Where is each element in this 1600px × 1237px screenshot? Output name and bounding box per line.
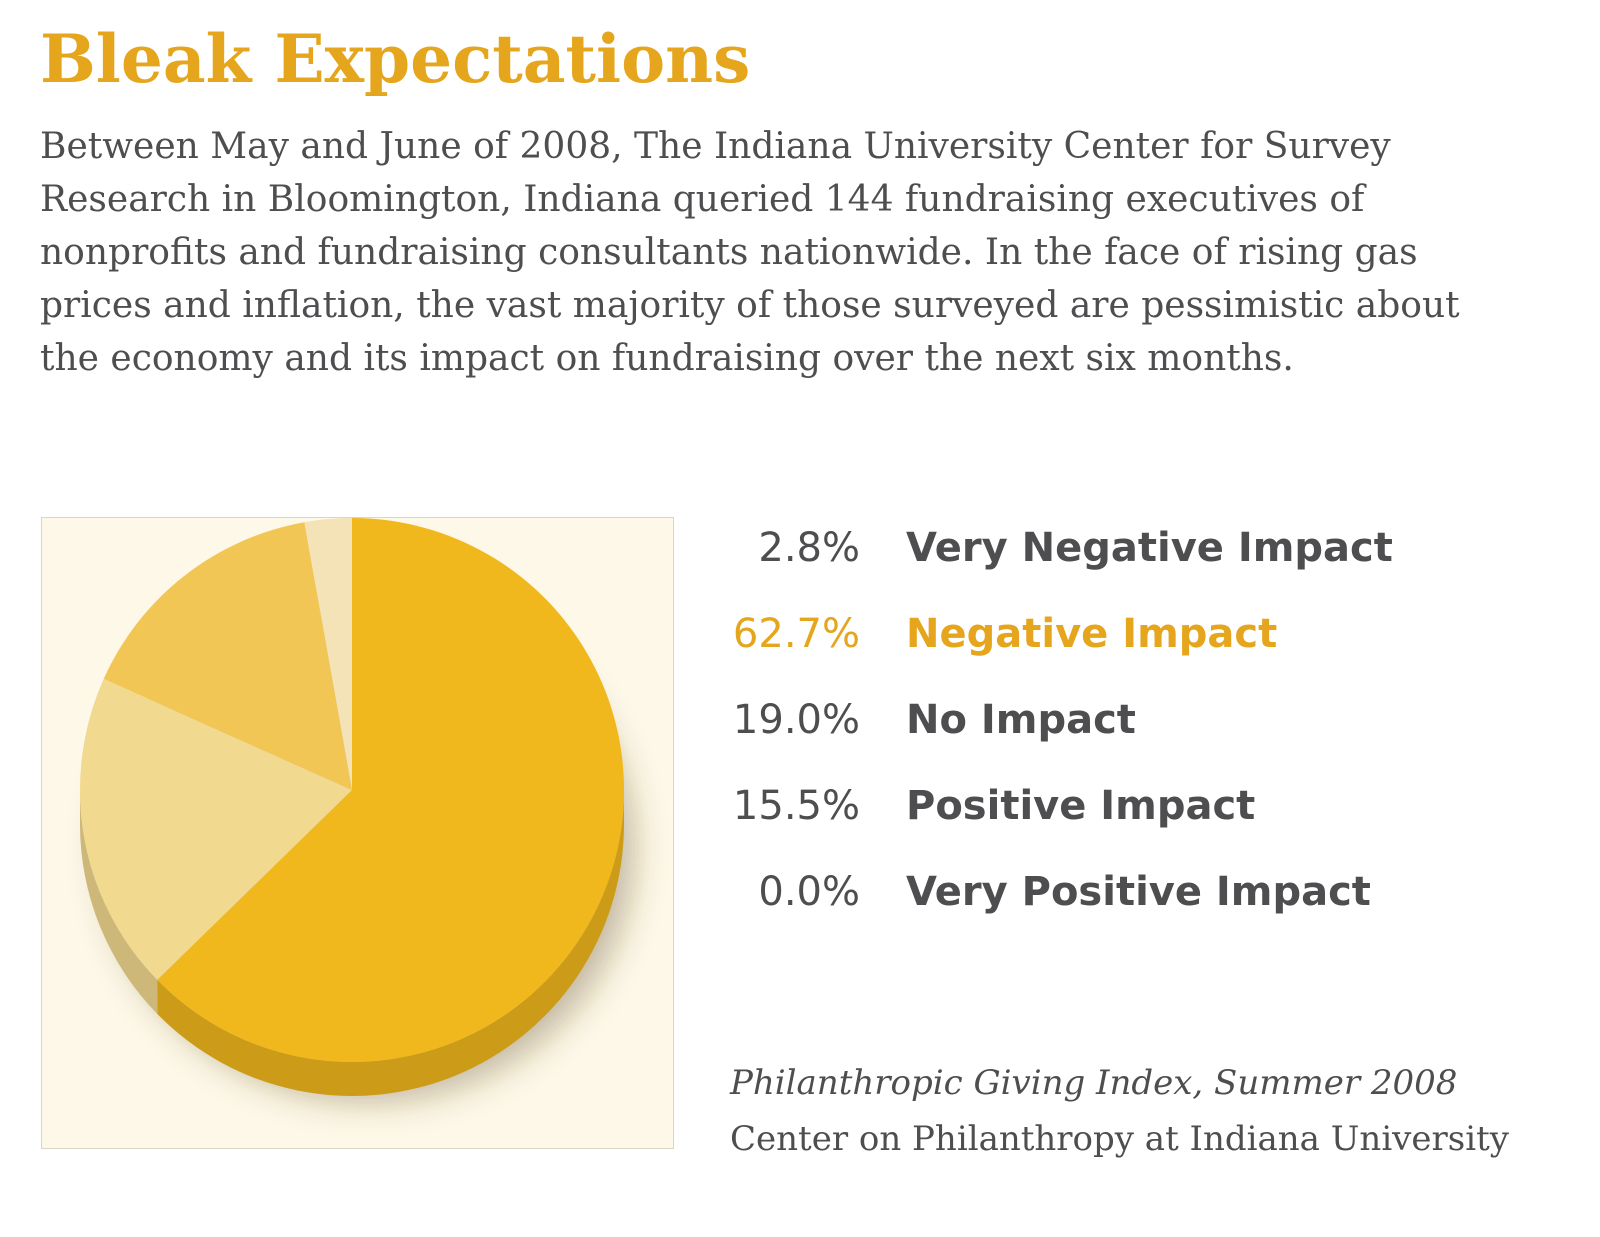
legend-item-very-positive: 0.0% Very Positive Impact <box>700 849 1580 935</box>
pie-slice-positive-impact <box>103 522 352 790</box>
legend-label: Negative Impact <box>906 611 1278 657</box>
pie-slice-side <box>157 790 625 1096</box>
source-citation: Philanthropic Giving Index, Summer 2008 … <box>730 1055 1509 1167</box>
source-organization: Center on Philanthropy at Indiana Univer… <box>730 1119 1509 1159</box>
pie-chart <box>80 518 634 1102</box>
legend-item-positive: 15.5% Positive Impact <box>700 763 1580 849</box>
legend-item-no-impact: 19.0% No Impact <box>700 677 1580 763</box>
description-paragraph: Between May and June of 2008, The Indian… <box>40 126 1460 379</box>
legend-label: No Impact <box>906 697 1136 743</box>
pie-chart-panel <box>41 517 674 1149</box>
legend-item-very-negative: 2.8% Very Negative Impact <box>700 505 1580 591</box>
pie-slice-very-negative-impact <box>304 518 352 790</box>
legend-label: Very Positive Impact <box>906 869 1371 915</box>
legend-label: Positive Impact <box>906 783 1256 829</box>
pie-slice-side <box>80 790 158 1014</box>
legend-percent: 2.8% <box>758 525 860 571</box>
legend-item-negative: 62.7% Negative Impact <box>700 591 1580 677</box>
page-title: Bleak Expectations <box>40 20 751 98</box>
chart-legend: 2.8% Very Negative Impact 62.7% Negative… <box>700 505 1580 935</box>
pie-slice-no-impact <box>80 678 353 980</box>
legend-percent: 15.5% <box>732 783 860 829</box>
pie-slice-negative-impact <box>157 518 624 1062</box>
legend-percent: 0.0% <box>758 869 860 915</box>
legend-percent: 19.0% <box>732 697 860 743</box>
legend-label: Very Negative Impact <box>906 525 1393 571</box>
source-publication: Philanthropic Giving Index, Summer 2008 <box>730 1063 1458 1103</box>
legend-percent: 62.7% <box>732 611 860 657</box>
